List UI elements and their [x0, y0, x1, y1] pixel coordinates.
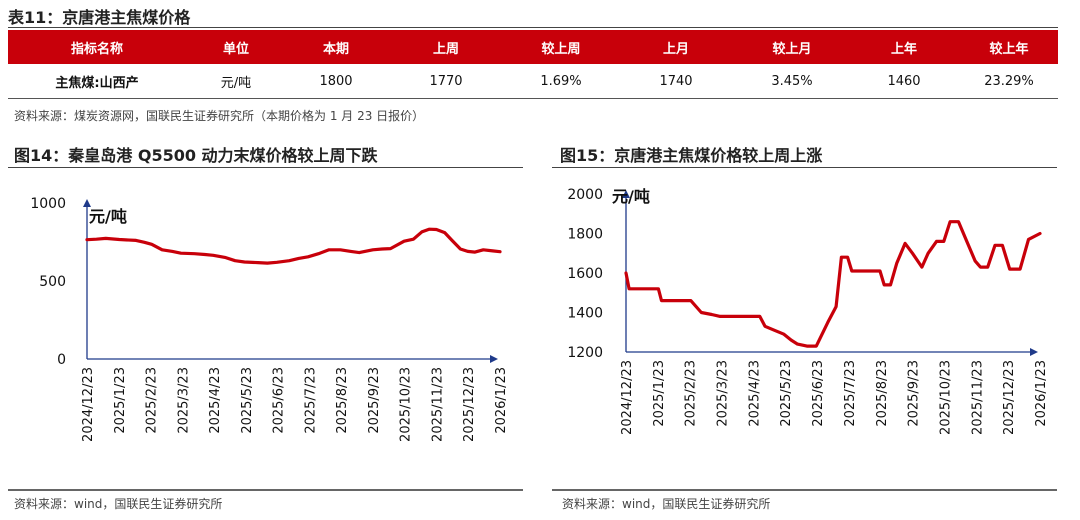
x-tick-label: 2025/9/23 — [367, 367, 382, 434]
chart-14-title: 图14：秦皇岛港 Q5500 动力末煤价格较上周下跌 — [14, 146, 378, 165]
y-tick-label: 1200 — [567, 345, 603, 361]
x-tick-label: 2025/3/23 — [176, 367, 191, 434]
col-header: 较上年 — [960, 30, 1058, 64]
table-title: 表11：京唐港主焦煤价格 — [8, 8, 191, 27]
x-tick-label: 2024/12/23 — [620, 360, 635, 435]
chart-14-qinhuangdao-coal: 0 500 1000 元/吨 2024/12/23 2025/1/23 2025/2/23 2… — [30, 196, 509, 442]
x-axis-arrow-icon — [1030, 348, 1038, 356]
chart-15-jingtang-coking-coal: 1200 1400 1600 1800 2000 元/吨 2024/12/23 2025/1/… — [567, 187, 1049, 435]
col-header: 上月 — [616, 30, 736, 64]
table-cell: 3.45% — [736, 64, 848, 99]
col-header: 本期 — [286, 30, 386, 64]
y-tick-label: 1400 — [567, 306, 603, 322]
x-tick-label: 2025/8/23 — [875, 360, 890, 427]
chart-14-bottom-rule — [8, 489, 523, 491]
x-tick-label: 2025/4/23 — [208, 367, 223, 434]
x-tick-label: 2025/2/23 — [684, 360, 699, 427]
x-tick-label: 2025/4/23 — [747, 360, 762, 427]
price-table: 指标名称 单位 本期 上周 较上周 上月 较上月 上年 较上年 主焦煤:山西产 … — [8, 30, 1058, 99]
y-tick-label: 1000 — [30, 196, 66, 212]
x-tick-label: 2025/10/23 — [938, 360, 953, 435]
col-header: 上年 — [848, 30, 960, 64]
col-header: 较上周 — [506, 30, 616, 64]
x-tick-label: 2025/1/23 — [113, 367, 128, 434]
table-header-row: 指标名称 单位 本期 上周 较上周 上月 较上月 上年 较上年 — [8, 30, 1058, 64]
chart-15-bottom-rule — [552, 489, 1057, 491]
table-source-note: 资料来源：煤炭资源网，国联民生证券研究所（本期价格为 1 月 23 日报价） — [14, 109, 425, 123]
x-tick-label: 2025/6/23 — [811, 360, 826, 427]
y-axis-unit-label: 元/吨 — [89, 207, 127, 226]
table-cell: 1.69% — [506, 64, 616, 99]
x-tick-label: 2025/12/23 — [462, 367, 477, 442]
series-line — [624, 220, 1042, 348]
x-tick-label: 2025/5/23 — [779, 360, 794, 427]
table-cell: 元/吨 — [186, 64, 286, 99]
chart-15-title: 图15：京唐港主焦煤价格较上周上涨 — [560, 146, 823, 165]
chart-15-source-note: 资料来源：wind，国联民生证券研究所 — [562, 497, 771, 511]
y-tick-label: 1600 — [567, 266, 603, 282]
y-tick-label: 1800 — [567, 227, 603, 243]
y-tick-label: 0 — [57, 352, 66, 368]
x-tick-label: 2025/11/23 — [970, 360, 985, 435]
x-tick-label: 2025/1/23 — [652, 360, 667, 427]
col-header: 较上月 — [736, 30, 848, 64]
col-header: 指标名称 — [8, 30, 186, 64]
x-tick-label: 2025/9/23 — [907, 360, 922, 427]
table-cell: 主焦煤:山西产 — [8, 64, 186, 99]
x-tick-label: 2025/2/23 — [145, 367, 160, 434]
x-tick-label: 2026/1/23 — [1034, 360, 1049, 427]
col-header: 上周 — [386, 30, 506, 64]
table-cell: 1800 — [286, 64, 386, 99]
col-header: 单位 — [186, 30, 286, 64]
x-tick-label: 2025/7/23 — [303, 367, 318, 434]
x-tick-label: 2025/3/23 — [716, 360, 731, 427]
x-tick-label: 2025/7/23 — [843, 360, 858, 427]
title-rule — [8, 27, 1058, 28]
y-axis-unit-label: 元/吨 — [612, 187, 650, 206]
x-axis-arrow-icon — [490, 355, 498, 363]
table-row: 主焦煤:山西产 元/吨 1800 1770 1.69% 1740 3.45% 1… — [8, 64, 1058, 99]
x-tick-label: 2025/11/23 — [430, 367, 445, 442]
table-cell: 1740 — [616, 64, 736, 99]
series-line — [85, 227, 502, 265]
x-tick-label: 2025/12/23 — [1002, 360, 1017, 435]
x-tick-label: 2026/1/23 — [494, 367, 509, 434]
chart-15-title-rule — [552, 167, 1057, 168]
y-tick-label: 500 — [39, 274, 66, 290]
x-tick-label: 2025/10/23 — [399, 367, 414, 442]
table-cell: 1460 — [848, 64, 960, 99]
chart-14-source-note: 资料来源：wind，国联民生证券研究所 — [14, 497, 223, 511]
table-cell: 23.29% — [960, 64, 1058, 99]
y-axis-arrow-icon — [83, 199, 91, 207]
x-tick-label: 2025/6/23 — [272, 367, 287, 434]
x-tick-label: 2025/8/23 — [335, 367, 350, 434]
x-tick-label: 2024/12/23 — [81, 367, 96, 442]
x-tick-label: 2025/5/23 — [240, 367, 255, 434]
chart-14-title-rule — [8, 167, 523, 168]
y-tick-label: 2000 — [567, 187, 603, 203]
table-cell: 1770 — [386, 64, 506, 99]
y-axis-arrow-icon — [622, 190, 630, 198]
